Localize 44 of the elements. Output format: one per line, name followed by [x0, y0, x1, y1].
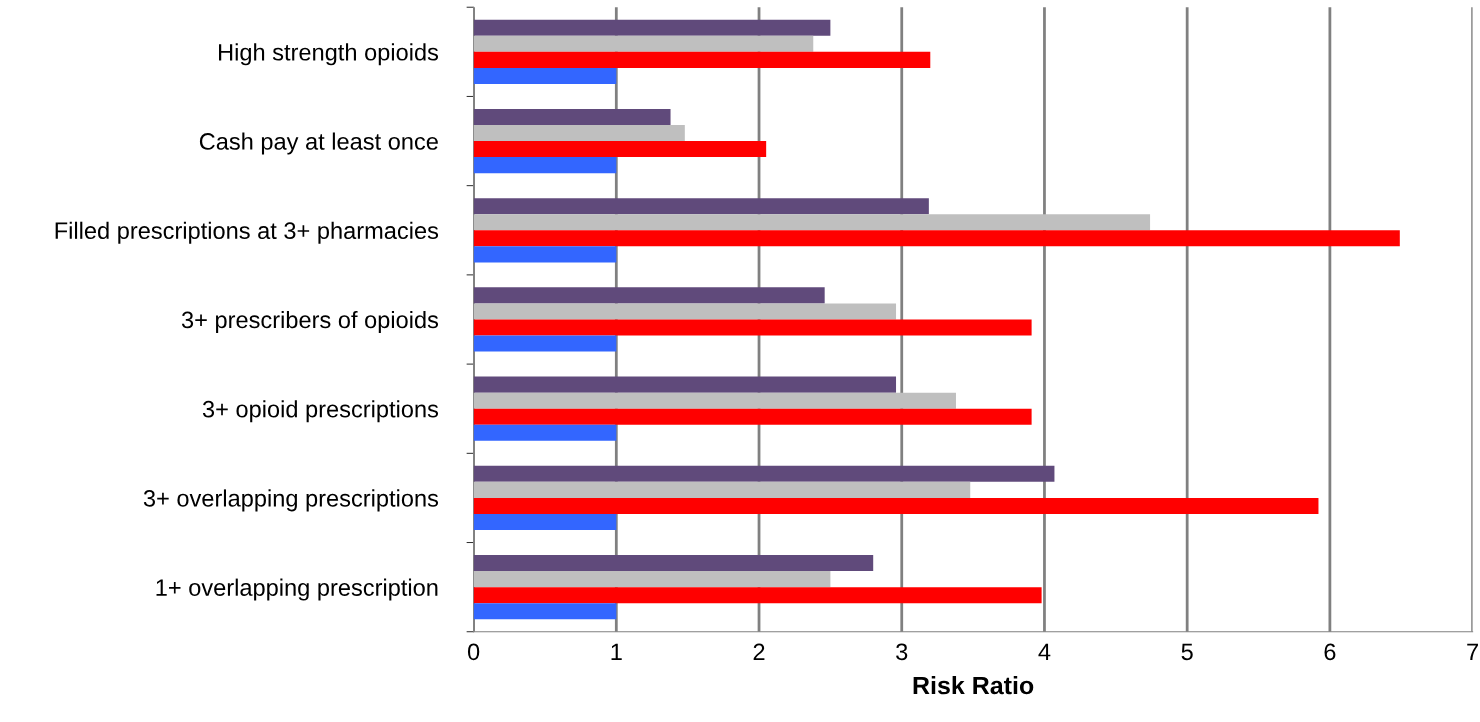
bar [473, 19, 831, 36]
bar [473, 287, 825, 304]
bar [473, 157, 617, 174]
x-tick-label: 6 [1324, 643, 1336, 661]
bar [473, 124, 685, 142]
y-tick-label: Cash pay at least once [199, 132, 438, 155]
bar [473, 198, 929, 215]
y-tick-label: High strength opioids [219, 43, 439, 66]
y-tick-label: 3+ prescribers of opioids [181, 310, 439, 333]
bar [473, 392, 956, 409]
bar [473, 408, 1032, 425]
y-tick-label: 1+ overlapping prescription [156, 578, 438, 601]
x-tick-label: 4 [1038, 643, 1051, 660]
bar [473, 67, 617, 84]
y-tick-label: Filled prescriptions at 3+ pharmacies [55, 221, 439, 244]
bar [473, 141, 767, 158]
x-axis-title: Risk Ratio [913, 675, 1034, 695]
bar [473, 230, 1400, 247]
y-tick-label: 3+ opioid prescriptions [202, 400, 439, 423]
bar [473, 303, 897, 320]
bar [473, 513, 617, 531]
y-tick-label: 3+ overlapping prescriptions [143, 489, 439, 512]
bar [473, 319, 1032, 336]
x-tick-label: 0 [467, 643, 480, 661]
bar [473, 481, 971, 498]
x-tick-label: 5 [1181, 643, 1193, 661]
bar [473, 587, 1042, 604]
bar [473, 571, 831, 588]
bar [473, 555, 874, 572]
bar [473, 246, 617, 263]
x-tick-label: 1 [611, 643, 622, 660]
bar [473, 497, 1319, 514]
bar [473, 108, 671, 125]
bar [473, 465, 1055, 482]
bar [473, 214, 1151, 231]
bar [473, 35, 814, 52]
bar [473, 51, 931, 68]
bar [473, 424, 617, 441]
bar [473, 335, 617, 352]
bar [473, 376, 897, 393]
x-tick-label: 2 [753, 643, 765, 660]
x-tick-label: 3 [896, 643, 908, 661]
bar [473, 603, 617, 620]
x-tick-label: 7 [1467, 643, 1478, 660]
